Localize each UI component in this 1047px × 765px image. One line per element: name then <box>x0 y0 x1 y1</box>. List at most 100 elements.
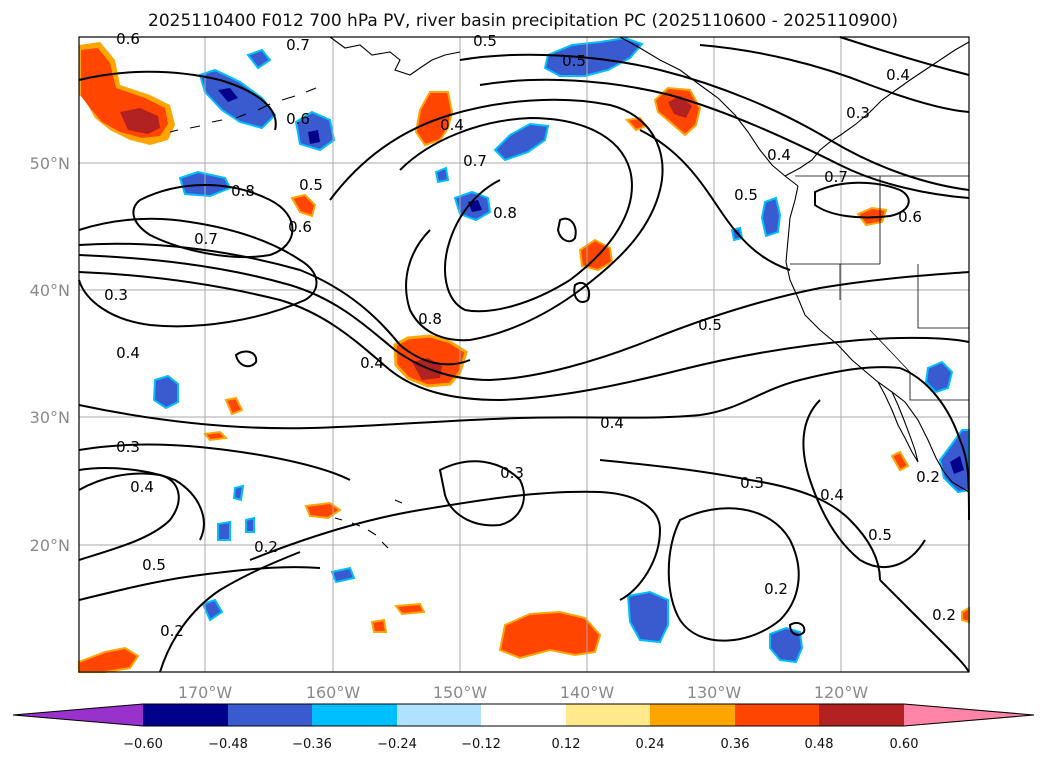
neg-patch-small-s1 <box>232 484 245 502</box>
lon-tick-label: 150°W <box>433 683 488 702</box>
colorbar-tick-label: 0.48 <box>805 737 834 752</box>
contour-label: 0.5 <box>734 186 758 204</box>
contour-south-loop <box>667 507 800 642</box>
neg-patch-coast-or <box>760 196 782 238</box>
contour-small-3 <box>234 350 258 368</box>
contour-label: 0.4 <box>116 344 140 362</box>
colorbar-extend-min <box>13 704 143 726</box>
contour-label: 0.6 <box>898 208 922 226</box>
contour-label: 0.7 <box>824 168 848 186</box>
lon-tick-label: 170°W <box>178 683 233 702</box>
contour-label: 0.6 <box>286 110 310 128</box>
alaska-coast <box>329 36 461 76</box>
pos-patch-coast-north-max <box>668 96 692 118</box>
neg-patch-aleutian-west <box>198 68 277 130</box>
contour-small-1 <box>556 217 577 243</box>
colorbar-segment <box>650 704 735 726</box>
lat-tick-label: 40°N <box>30 281 70 300</box>
contour-label: 0.4 <box>600 414 624 432</box>
contour-label: 0.3 <box>116 438 140 456</box>
map-frame <box>78 36 970 673</box>
contour-label: 0.5 <box>473 32 497 50</box>
lon-tick-label: 160°W <box>306 683 361 702</box>
contour-label: 0.5 <box>698 316 722 334</box>
colorbar-outline <box>12 703 1035 727</box>
contour-mid-04 <box>78 366 901 430</box>
colorbar-extend-max <box>904 704 1034 726</box>
contour-jet-1 <box>78 254 970 382</box>
lat-tick-label: 50°N <box>30 154 70 173</box>
contour-label: 0.2 <box>254 538 278 556</box>
pos-patch-mexico <box>890 450 910 472</box>
contour-label: 0.2 <box>764 580 788 598</box>
colorbar-tick-label: 0.60 <box>890 737 919 752</box>
contour-label: 0.8 <box>231 182 255 200</box>
pos-patch-small-7 <box>370 618 388 633</box>
contour-label: 0.4 <box>886 66 910 84</box>
contour-label: 0.2 <box>916 468 940 486</box>
colorbar-tick-label: −0.12 <box>461 737 501 752</box>
baja-california <box>877 381 919 463</box>
colorbar-segment <box>397 704 481 726</box>
colorbar-segment <box>819 704 904 726</box>
neg-patch-south-2 <box>769 626 804 664</box>
contour-label: 0.5 <box>142 556 166 574</box>
canada-coast <box>784 41 970 177</box>
pos-patch-small-3 <box>224 396 244 416</box>
contour-south-02-c <box>78 566 321 601</box>
west-coast-us <box>785 185 970 493</box>
contour-sub-03 <box>438 460 525 527</box>
neg-patch-small-n <box>246 48 272 70</box>
lat-tick-label: 30°N <box>30 408 70 427</box>
contour-label: 0.5 <box>562 52 586 70</box>
contour-coast-closed <box>814 181 910 219</box>
contour-label: 0.8 <box>493 204 517 222</box>
neg-patch-gulf-1 <box>543 36 644 77</box>
colorbar-tick-label: −0.48 <box>208 737 248 752</box>
colorbar-tick-label: 0.24 <box>636 737 665 752</box>
contour-labels: 0.6 0.7 0.5 0.5 0.4 0.3 0.6 0.4 0.7 0.8 … <box>104 30 956 640</box>
neg-patch-small-s5 <box>201 598 224 622</box>
pos-patch-small-5 <box>304 501 342 520</box>
colorbar-tick-label: 0.36 <box>721 737 750 752</box>
contour-se-small <box>788 622 806 636</box>
contour-south-02-a <box>159 551 301 673</box>
alaska-panhandle-coast <box>619 36 799 187</box>
neg-patch-small-s4 <box>330 566 356 584</box>
neg-patch-aleutian-west-core <box>218 88 238 102</box>
contour-ne-corner <box>699 44 970 113</box>
colorbar-segment <box>481 704 566 726</box>
contour-label: 0.4 <box>767 146 791 164</box>
contour-south-02-b <box>249 490 662 601</box>
neg-patch-mexico-core <box>950 456 964 474</box>
contour-label: 0.3 <box>104 286 128 304</box>
lat-tick-labels: 50°N 40°N 30°N 20°N <box>30 154 70 555</box>
pos-patch-small-6 <box>394 602 426 616</box>
colorbar-tick-label: 0.12 <box>552 737 581 752</box>
neg-patch-small-s3 <box>245 516 255 533</box>
contour-small-2 <box>573 281 591 304</box>
colorbar-tick-label: −0.60 <box>123 737 163 752</box>
contour-label: 0.2 <box>932 606 956 624</box>
neg-patch-az <box>924 360 954 394</box>
pos-patch-small-4 <box>203 430 229 442</box>
lon-tick-label: 140°W <box>560 683 615 702</box>
contour-east-03 <box>599 459 881 581</box>
contour-west-loop <box>78 217 318 328</box>
colorbar: −0.60 −0.48 −0.36 −0.24 −0.12 0.12 0.24 … <box>12 703 1035 752</box>
contour-central-inner <box>399 116 633 313</box>
contour-label: 0.7 <box>286 36 310 54</box>
contour-label: 0.2 <box>160 622 184 640</box>
contour-label: 0.6 <box>288 218 312 236</box>
lon-tick-label: 120°W <box>814 683 869 702</box>
contour-label: 0.7 <box>194 230 218 248</box>
state-borders <box>790 176 969 401</box>
contour-central-trough <box>329 98 664 342</box>
contour-label: 0.6 <box>116 30 140 48</box>
contour-west-04 <box>78 467 205 541</box>
pos-patch-nw-corner-max <box>120 108 160 134</box>
lon-tick-labels: 170°W 160°W 150°W 140°W 130°W 120°W <box>178 683 869 702</box>
contour-north-gulf-2 <box>479 78 970 199</box>
contour-west-05 <box>78 472 180 561</box>
